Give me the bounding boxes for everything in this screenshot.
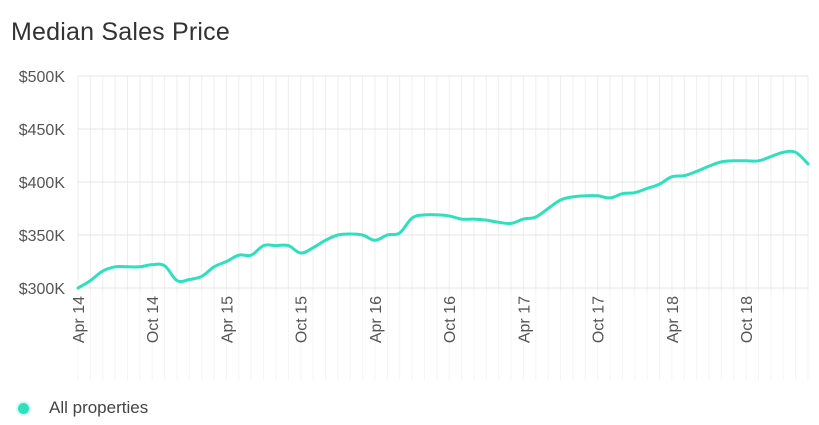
y-tick-label: $450K (19, 122, 66, 139)
legend-marker-icon (18, 402, 29, 414)
x-tick-label: Apr 17 (516, 296, 533, 343)
x-tick-label: Oct 16 (442, 296, 459, 343)
x-tick-label: Oct 14 (145, 296, 162, 343)
series-line-all-properties (76, 149, 810, 290)
x-tick-label: Apr 16 (368, 296, 385, 343)
y-tick-label: $350K (19, 228, 66, 245)
x-tick-label: Apr 15 (219, 296, 236, 343)
legend: All properties (18, 398, 148, 418)
x-tick-label: Apr 14 (71, 296, 88, 343)
x-tick-label: Apr 18 (665, 296, 682, 343)
x-tick-label: Oct 17 (591, 296, 608, 343)
y-tick-label: $400K (19, 175, 66, 192)
legend-label: All properties (49, 398, 149, 417)
x-tick-label: Oct 18 (739, 296, 756, 343)
chart-title: Median Sales Price (11, 18, 230, 46)
y-tick-label: $300K (19, 281, 66, 298)
x-tick-label: Oct 15 (294, 296, 311, 343)
y-tick-label: $500K (19, 69, 66, 86)
